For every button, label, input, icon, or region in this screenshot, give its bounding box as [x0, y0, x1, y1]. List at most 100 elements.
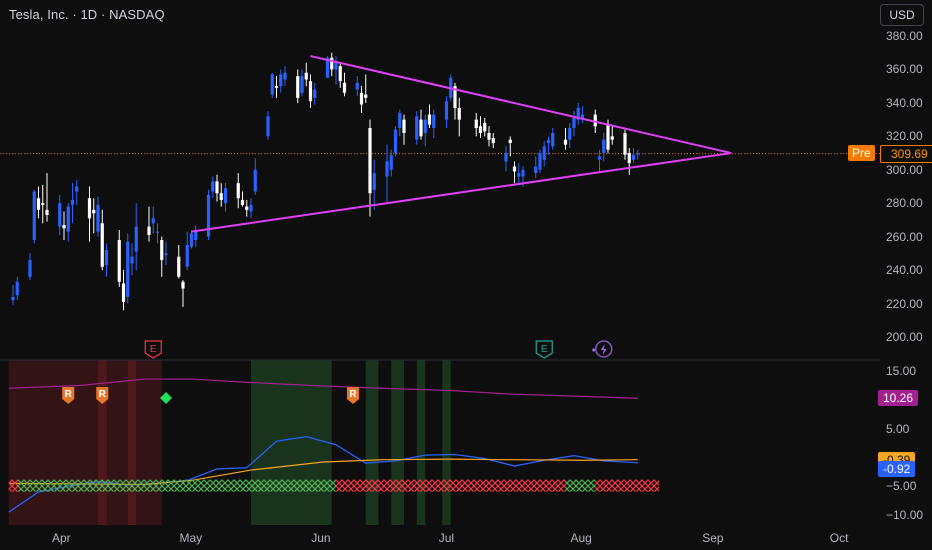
- oscillator-band: [251, 360, 332, 525]
- candle-body: [211, 181, 215, 192]
- candle-body: [444, 101, 449, 120]
- candle-body: [164, 253, 168, 256]
- dividend-marker: [62, 387, 75, 404]
- candle-body: [487, 132, 491, 140]
- candle-body: [474, 119, 478, 128]
- candle-body: [432, 114, 436, 128]
- symbol-title[interactable]: Tesla, Inc. · 1D · NASDAQ: [9, 7, 165, 22]
- price-axis-tick: 200.00: [886, 330, 923, 344]
- candle-body: [546, 139, 551, 144]
- candle-body: [70, 199, 75, 205]
- oscillator-band: [106, 360, 128, 525]
- histogram-strip: [8, 479, 18, 492]
- candle-body: [542, 146, 546, 160]
- candle-body: [66, 206, 70, 232]
- currency-button[interactable]: USD: [880, 4, 924, 26]
- candle-body: [240, 199, 245, 205]
- candle-body: [338, 66, 342, 82]
- oscillator-band: [365, 360, 379, 525]
- candle-body: [300, 76, 304, 93]
- oscillator-band: [136, 360, 162, 525]
- candle-body: [491, 138, 495, 144]
- signal-diamond-icon: [160, 392, 172, 404]
- candle-body: [126, 241, 130, 297]
- candle-body: [334, 62, 338, 70]
- candle-body: [538, 153, 542, 170]
- candle-body: [236, 183, 240, 199]
- candle-body: [274, 86, 279, 88]
- earnings-marker: [535, 340, 553, 359]
- oscillator-line-dmi: [8, 378, 638, 399]
- earnings-marker-label: E: [541, 344, 548, 355]
- time-axis-tick: Jun: [311, 531, 331, 545]
- candle-body: [415, 116, 419, 140]
- candle-body: [130, 256, 134, 264]
- price-axis-tick: 280.00: [886, 196, 923, 211]
- oscillator-band: [442, 360, 451, 525]
- candle-body: [576, 107, 580, 120]
- histogram-strip: [17, 479, 336, 492]
- price-axis-tick: 380.00: [886, 29, 923, 43]
- candle-body: [223, 188, 228, 204]
- candle-body: [483, 122, 487, 132]
- candle-body: [313, 89, 317, 98]
- dividend-marker: [96, 387, 109, 404]
- candle-body: [427, 114, 432, 125]
- oscillator-axis-tick: −10.00: [886, 508, 924, 522]
- candle-body: [134, 226, 138, 252]
- oscillator-band: [98, 360, 107, 525]
- candle-body: [372, 173, 376, 190]
- dividend-marker-label: R: [99, 389, 107, 400]
- candle-body: [279, 74, 283, 87]
- candle-body: [15, 281, 19, 296]
- oscillator-axis-tick: 15.00: [886, 364, 917, 378]
- oscillator-band: [127, 360, 137, 525]
- time-axis-tick: Oct: [829, 531, 849, 545]
- candle-body: [508, 139, 512, 144]
- price-axis-tick: 260.00: [886, 229, 923, 244]
- time-axis-tick: May: [179, 531, 203, 545]
- candle-body: [11, 296, 15, 301]
- candle-body: [631, 154, 636, 160]
- candle-body: [342, 82, 347, 93]
- candle-body: [117, 240, 121, 282]
- candle-body: [364, 94, 368, 98]
- candle-body: [185, 245, 189, 267]
- candle-body: [563, 139, 568, 145]
- candle-body: [147, 226, 151, 235]
- candle-body: [104, 250, 109, 266]
- candle-body: [75, 186, 79, 192]
- candle-body: [249, 204, 253, 212]
- last-price-badge: 309.69: [880, 145, 932, 163]
- candle-body: [478, 126, 483, 133]
- candle-body: [636, 153, 640, 155]
- trendline-upper: [310, 55, 732, 155]
- histogram-strip: [595, 479, 659, 492]
- lightning-bolt: [600, 344, 607, 355]
- candle-body: [568, 127, 572, 140]
- dividend-marker-label: R: [349, 389, 357, 400]
- candle-body: [96, 204, 100, 232]
- candle-body: [359, 92, 364, 105]
- candle-body: [32, 191, 36, 241]
- oscillator-axis-tick: 5.00: [886, 421, 910, 436]
- price-axis-tick: 320.00: [886, 129, 923, 144]
- time-axis-tick: Jul: [438, 531, 455, 545]
- candle-body: [330, 57, 334, 70]
- candle-body: [419, 119, 423, 137]
- candle-body: [155, 231, 160, 233]
- candle-body: [245, 206, 249, 210]
- candle-body: [355, 82, 359, 90]
- trendline-lower: [191, 152, 732, 233]
- earnings-marker-label: E: [150, 344, 157, 355]
- candle-body: [194, 229, 198, 241]
- candle-body: [100, 223, 104, 267]
- candle-body: [45, 209, 49, 215]
- candle-body: [389, 154, 393, 170]
- candle-body: [551, 132, 555, 147]
- candle-body: [398, 112, 402, 128]
- price-axis-tick: 220.00: [886, 296, 923, 311]
- time-axis-tick: Apr: [52, 531, 71, 545]
- candle-body: [219, 193, 223, 200]
